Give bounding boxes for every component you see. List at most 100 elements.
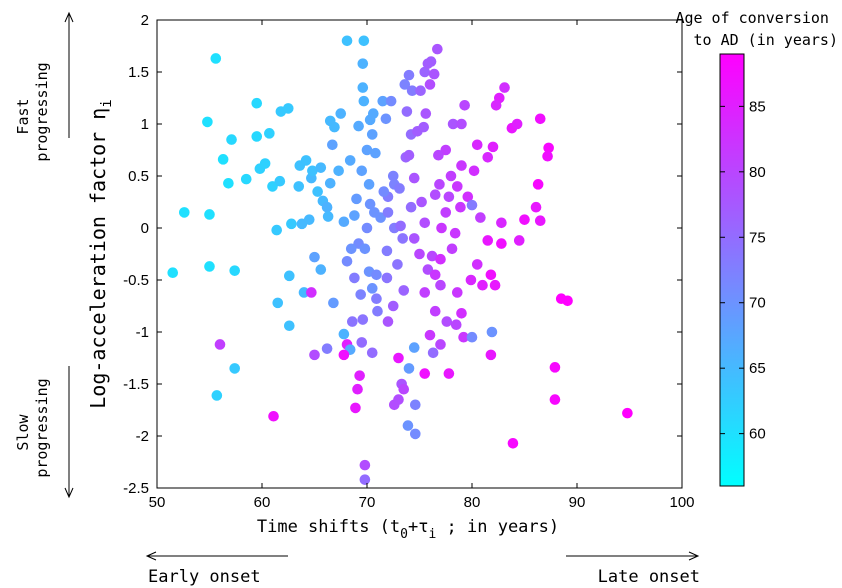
data-point [329,121,340,133]
data-point [341,255,353,267]
x-tick-label: 90 [569,494,586,511]
data-point [490,99,502,111]
data-point [202,116,213,128]
x-tick-label: 50 [149,494,166,511]
data-point [471,139,483,151]
data-point [542,150,553,162]
data-point [393,352,404,364]
data-point [452,287,463,298]
data-point [355,289,367,300]
data-point [375,212,386,223]
y-tick-label: -1 [136,324,149,341]
fast-line1: Fast [14,98,32,134]
y-axis-label-sub: i [99,99,115,107]
data-point [532,179,544,190]
data-point [432,43,443,55]
data-point [274,175,286,187]
data-point [359,243,371,255]
data-point [459,99,470,111]
data-point [401,106,413,117]
data-point [394,183,405,194]
data-point [456,118,467,130]
data-point [489,279,501,291]
data-point [402,420,414,431]
data-point [398,285,410,296]
data-point [382,207,394,218]
data-point [211,390,223,401]
data-point [372,305,383,317]
data-point [251,97,263,109]
data-point [321,343,333,354]
slow-arrow-head [64,487,74,499]
data-point [450,319,462,331]
data-point [443,191,455,203]
data-point [435,339,446,350]
data-point [425,56,437,67]
data-point [387,170,399,182]
data-point [429,305,441,317]
colorbar-tick-label: 70 [749,295,766,312]
colorbar-title: Age of conversion to AD (in years) [675,9,838,49]
data-point [427,347,439,359]
colorbar-tick-label: 65 [749,360,766,377]
data-point [378,186,390,197]
data-point [345,243,357,255]
data-point [534,113,546,125]
data-point [361,222,373,234]
data-point [359,474,371,485]
data-point [534,215,546,227]
data-point [371,293,382,305]
data-point [392,259,403,270]
data-point [327,139,338,151]
data-point [385,95,397,107]
data-point [410,428,421,440]
y-axis-label: Log-acceleration factor ηi [86,99,115,408]
x-axis-label: Time shifts (t0+τi ; in years) [257,517,559,542]
data-point [519,214,530,225]
data-point [204,209,215,220]
data-point [357,314,369,325]
data-point [366,347,378,359]
data-point [210,53,222,64]
data-point [315,162,327,173]
data-point [382,316,394,327]
data-point [443,368,455,379]
fast-line2: progressing [33,62,51,161]
data-point [441,316,453,327]
data-point [485,269,497,281]
data-point [282,103,294,114]
data-point [406,85,418,97]
data-point [530,201,542,213]
data-point [351,193,362,205]
data-point [452,181,463,192]
y-tick-label: 1 [141,116,149,133]
data-point [229,265,240,276]
x-axis-label-sub0: 0 [400,527,408,542]
data-point [468,165,480,177]
x-axis-label-part2: +τ [408,517,428,537]
y-tick-label: 1.5 [128,64,149,81]
data-point [226,134,237,145]
data-point [341,35,353,47]
data-point [403,363,415,374]
data-point [496,238,507,249]
slow-line2: progressing [33,378,51,477]
data-point [315,264,327,275]
data-point [338,349,350,361]
data-point [371,269,382,281]
data-point [408,233,420,244]
data-point [429,269,441,281]
data-point [306,287,317,298]
colorbar-tick-label: 75 [749,229,766,246]
x-tick-label: 100 [669,494,694,511]
data-point [366,283,378,294]
data-point [353,120,364,132]
data-point [487,141,499,153]
data-point [419,287,431,298]
data-point [368,108,379,119]
data-point [440,144,452,156]
data-point [333,165,344,177]
data-point [419,66,431,78]
axis-ticks: 50 60 70 80 90 100 2 1.5 1 0.5 0 -0.5 -1 -1.5 -2 -2.5 [123,12,694,511]
data-point [395,220,406,232]
